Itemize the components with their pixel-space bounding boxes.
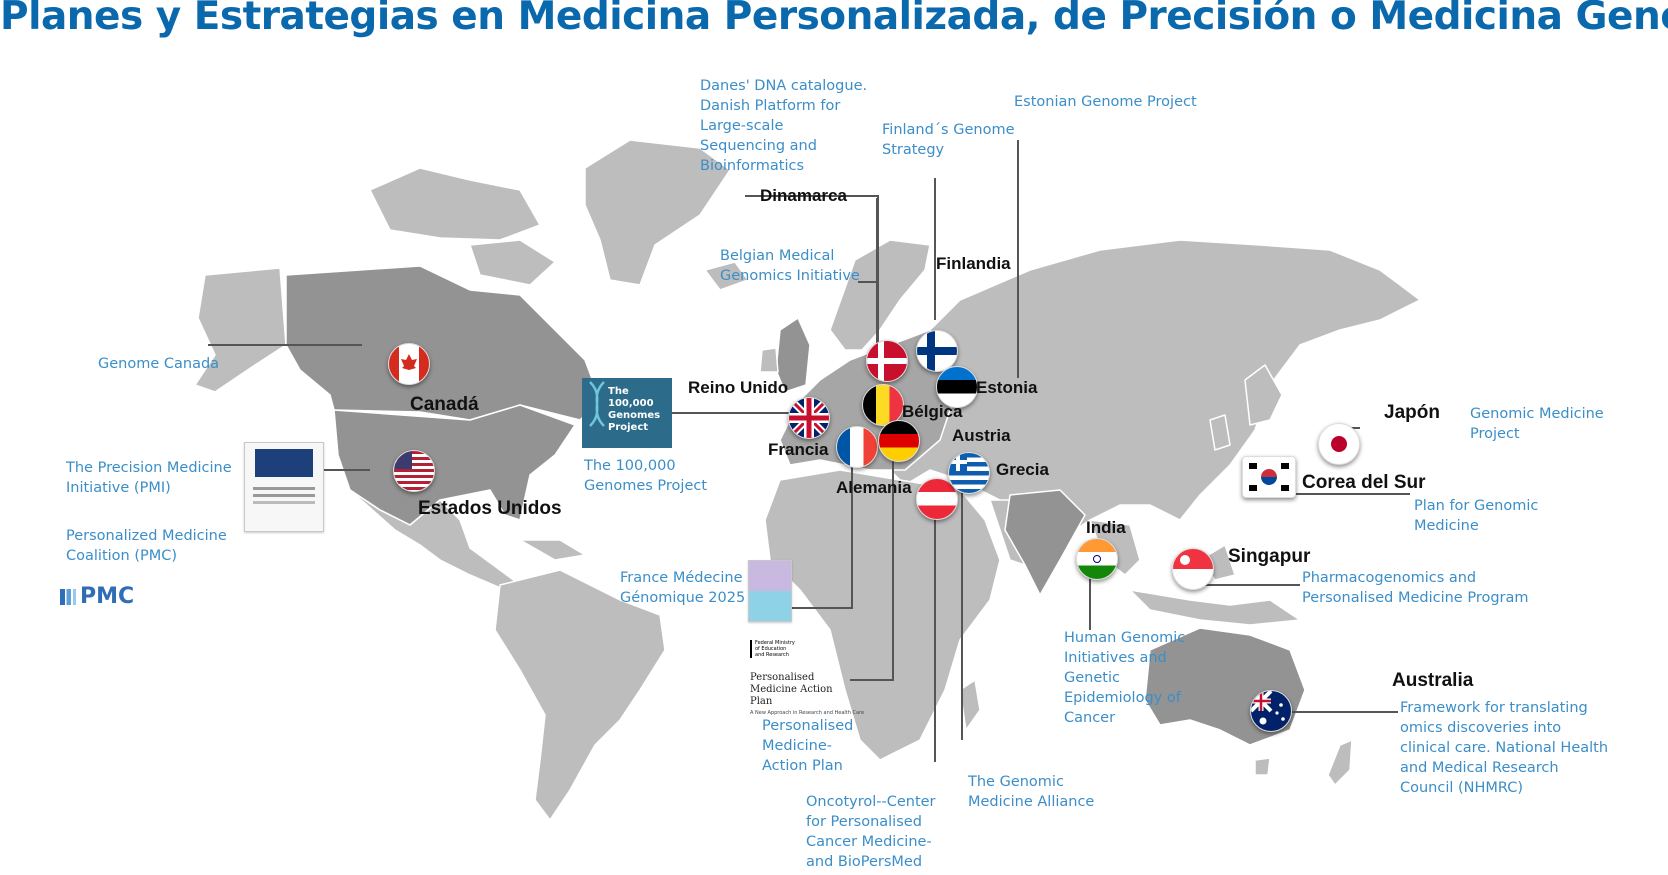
pmc-logo-icon xyxy=(60,589,76,605)
flag-korea-icon xyxy=(1242,456,1296,498)
country-finland: Finlandia xyxy=(936,254,1011,273)
pmc-logo: PMC xyxy=(60,584,134,609)
label-france: France Médecine Génomique 2025 xyxy=(620,570,746,606)
label-india: Human Genomic Initiatives and Genetic Ep… xyxy=(1064,630,1186,726)
country-india: India xyxy=(1086,518,1126,537)
de-plan-title: Personalised Medicine Action Plan xyxy=(750,672,833,707)
country-germany: Alemania xyxy=(836,478,912,497)
de-ministry-text: Federal Ministry of Education and Resear… xyxy=(750,640,795,658)
germany-plan-cover: Federal Ministry of Education and Resear… xyxy=(750,640,870,716)
flag-estonia-icon xyxy=(936,366,978,408)
label-danish: Danes' DNA catalogue. Danish Platform fo… xyxy=(700,78,868,174)
label-japan: Genomic Medicine Project xyxy=(1470,406,1604,442)
country-greece: Grecia xyxy=(996,460,1049,479)
label-pmc: Personalized Medicine Coalition (PMC) xyxy=(66,528,227,564)
label-belgian: Belgian Medical Genomics Initiative xyxy=(720,248,860,284)
label-austria: Oncotyrol--Center for Personalised Cance… xyxy=(806,794,936,870)
country-uk: Reino Unido xyxy=(688,378,789,397)
label-korea: Plan for Genomic Medicine xyxy=(1414,498,1539,534)
japan-shape xyxy=(1244,364,1283,426)
label-pmi: The Precision Medicine Initiative (PMI) xyxy=(66,460,232,496)
country-australia: Australia xyxy=(1392,670,1474,691)
label-greece: The Genomic Medicine Alliance xyxy=(968,774,1095,810)
flag-usa-icon xyxy=(393,450,435,492)
scandinavia-shape xyxy=(829,239,931,351)
flag-finland-icon xyxy=(916,330,958,372)
label-genome-canada: Genome Canada xyxy=(98,356,220,372)
greenland-shape xyxy=(584,139,731,286)
country-austria: Austria xyxy=(952,426,1011,445)
dna-helix-icon xyxy=(589,381,605,427)
label-estonia: Estonian Genome Project xyxy=(1014,94,1197,110)
flag-denmark-icon xyxy=(866,340,908,382)
flag-belgium-icon xyxy=(862,384,904,426)
country-belgium: Bélgica xyxy=(902,402,963,421)
country-canada: Canadá xyxy=(410,394,479,415)
country-denmark: Dinamarca xyxy=(760,186,847,205)
flag-germany-icon xyxy=(878,420,920,462)
india-shape xyxy=(1004,489,1086,596)
flag-france-icon xyxy=(836,426,878,468)
label-singapore: Pharmacogenomics and Personalised Medici… xyxy=(1302,570,1529,606)
pmc-logo-text: PMC xyxy=(80,584,135,609)
flag-japan-icon xyxy=(1318,423,1360,465)
south-america-shape xyxy=(494,569,666,821)
france-document-thumbnail xyxy=(748,560,792,622)
canada-shape xyxy=(285,265,601,421)
country-usa: Estados Unidos xyxy=(418,498,562,519)
label-uk-100k: The 100,000 Genomes Project xyxy=(584,458,708,494)
de-plan-subtitle: A New Approach in Research and Health Ca… xyxy=(750,710,865,716)
genomes-project-badge: The 100,000 Genomes Project xyxy=(582,378,672,448)
flag-australia-icon xyxy=(1250,690,1292,732)
country-korea: Corea del Sur xyxy=(1302,472,1426,493)
pmi-document-thumbnail xyxy=(244,442,324,532)
country-france: Francia xyxy=(768,440,829,459)
alaska-shape xyxy=(194,267,287,393)
country-estonia: Estonia xyxy=(976,378,1038,397)
page-title: Planes y Estrategias en Medicina Persona… xyxy=(0,0,1668,39)
flag-canada-icon xyxy=(388,343,430,385)
label-finland: Finland´s Genome Strategy xyxy=(882,122,1015,158)
label-australia: Framework for translating omics discover… xyxy=(1400,700,1609,796)
flag-singapore-icon xyxy=(1172,548,1214,590)
flag-india-icon xyxy=(1076,538,1118,580)
country-singapore: Singapur xyxy=(1228,546,1311,567)
label-germany: Personalised Medicine- Action Plan xyxy=(762,718,854,774)
genomes-badge-text: The 100,000 Genomes Project xyxy=(608,386,661,433)
country-japan: Japón xyxy=(1384,402,1440,423)
flag-greece-icon xyxy=(948,452,990,494)
flag-uk-icon xyxy=(788,397,830,439)
